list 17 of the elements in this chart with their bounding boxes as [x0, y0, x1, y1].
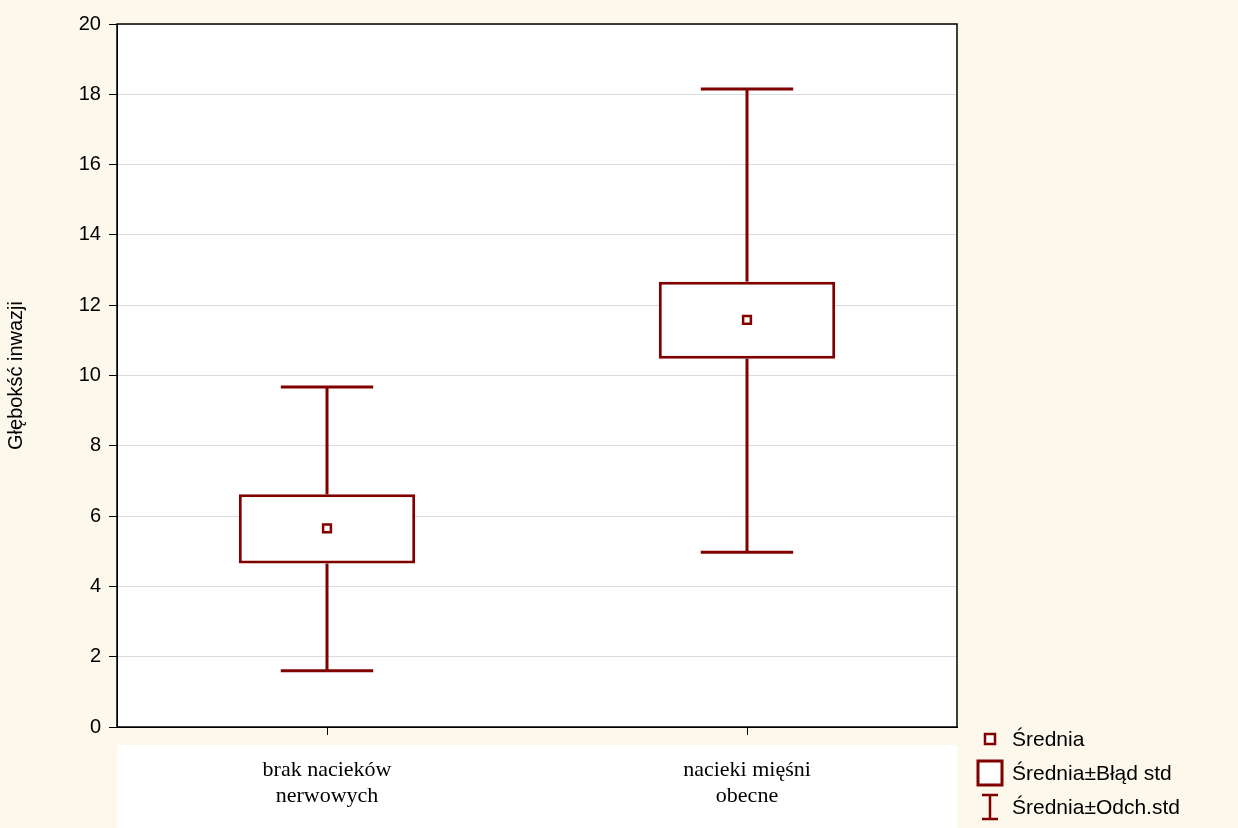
y-tick-label: 0	[89, 714, 101, 737]
y-axis-title: Głębokść inwazji	[3, 301, 26, 450]
y-tick-label: 8	[89, 433, 101, 456]
y-tick-label: 14	[78, 222, 101, 245]
x-tick-label: nacieki mięśni obecne	[683, 755, 811, 808]
y-tick-label: 6	[89, 503, 101, 526]
text: Średnia±Odch.std	[1012, 795, 1180, 819]
text: Średnia	[1012, 727, 1085, 751]
y-tick-label: 2	[89, 644, 101, 667]
y-tick-label: 10	[78, 363, 101, 386]
y-tick-label: 16	[78, 152, 101, 175]
y-tick-label: 12	[78, 292, 101, 315]
y-tick-label: 18	[78, 81, 101, 104]
y-tick-label: 20	[78, 11, 101, 34]
text: Średnia±Błąd std	[1012, 761, 1172, 785]
x-tick-label: brak nacieków nerwowych	[262, 755, 392, 808]
y-tick-label: 4	[89, 573, 101, 596]
